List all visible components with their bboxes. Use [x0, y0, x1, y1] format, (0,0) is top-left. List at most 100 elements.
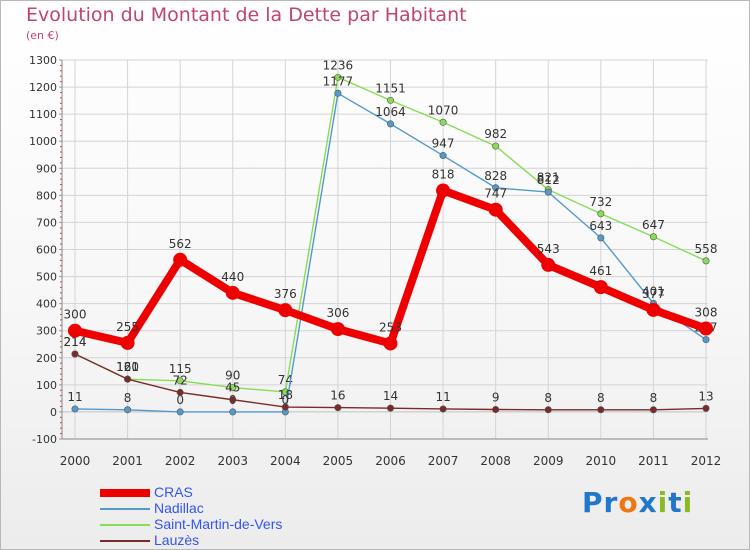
legend-swatch-lauzes	[100, 540, 150, 542]
data-point-saint-martin-de-vers	[702, 257, 710, 265]
data-point-cras	[488, 202, 503, 217]
data-point-saint-martin-de-vers	[597, 210, 605, 218]
data-label-nadillac: 643	[589, 219, 612, 233]
data-point-nadillac	[439, 152, 447, 160]
data-point-nadillac	[71, 405, 79, 413]
data-point-lauzes	[229, 396, 237, 404]
data-point-nadillac	[544, 188, 552, 196]
x-tick-label: 2004	[270, 454, 301, 468]
x-tick-label: 2007	[428, 454, 459, 468]
data-point-saint-martin-de-vers	[439, 118, 447, 126]
data-point-cras	[593, 280, 608, 295]
data-label-saint-martin-de-vers: 214	[64, 335, 87, 349]
y-tick-label: 0	[50, 406, 57, 419]
legend-label-cras: CRAS	[154, 484, 193, 500]
data-point-saint-martin-de-vers	[492, 142, 500, 150]
data-label-cras: 300	[64, 308, 87, 322]
y-tick-label: 900	[36, 162, 57, 175]
data-label-saint-martin-de-vers: 1151	[375, 81, 406, 95]
data-point-nadillac	[124, 406, 132, 414]
x-tick-label: 2001	[112, 454, 143, 468]
data-label-lauzes: 72	[173, 373, 188, 387]
data-label-saint-martin-de-vers: 821	[537, 171, 560, 185]
data-point-saint-martin-de-vers	[334, 73, 342, 81]
data-label-cras: 562	[169, 237, 192, 251]
data-label-nadillac: 0	[176, 393, 184, 407]
data-point-lauzes	[124, 375, 132, 383]
data-point-cras	[278, 303, 293, 318]
data-label-cras: 543	[537, 242, 560, 256]
y-tick-label: 1200	[29, 81, 57, 94]
data-point-nadillac	[229, 408, 237, 416]
x-tick-label: 2011	[638, 454, 669, 468]
x-tick-label: 2006	[375, 454, 406, 468]
data-label-nadillac: 401	[642, 284, 665, 298]
data-label-lauzes: 14	[383, 389, 398, 403]
data-label-saint-martin-de-vers: 1236	[323, 58, 354, 72]
data-point-nadillac	[597, 234, 605, 242]
y-tick-label: 1300	[29, 54, 57, 67]
data-label-nadillac: 1177	[323, 74, 354, 88]
data-label-lauzes: 160	[116, 360, 139, 374]
data-point-lauzes	[176, 388, 184, 396]
data-label-saint-martin-de-vers: 558	[695, 242, 718, 256]
data-label-saint-martin-de-vers: 1070	[428, 103, 459, 117]
data-point-nadillac	[176, 408, 184, 416]
data-point-nadillac	[702, 336, 710, 344]
x-tick-label: 2000	[60, 454, 91, 468]
x-tick-label: 2012	[691, 454, 722, 468]
logo-letter: i	[682, 486, 694, 519]
data-point-cras	[436, 183, 451, 198]
data-point-cras	[646, 302, 661, 317]
data-label-cras: 747	[484, 187, 507, 201]
data-label-cras: 308	[695, 306, 718, 320]
data-point-lauzes	[334, 404, 342, 412]
y-tick-label: 800	[36, 189, 57, 202]
data-point-cras	[225, 285, 240, 300]
y-tick-label: 600	[36, 244, 57, 257]
logo-letter: P	[582, 486, 604, 519]
logo-letter: t	[668, 486, 683, 519]
x-tick-label: 2009	[533, 454, 564, 468]
data-label-saint-martin-de-vers: 982	[484, 127, 507, 141]
logo-letter: x	[638, 486, 658, 519]
data-label-nadillac: 1064	[375, 105, 406, 119]
legend-label-lauzes: Lauzès	[154, 532, 200, 548]
y-tick-label: 700	[36, 216, 57, 229]
proxiti-logo: Proxiti	[582, 486, 693, 519]
data-point-saint-martin-de-vers	[176, 377, 184, 385]
data-point-lauzes	[71, 350, 79, 358]
logo-letter: r	[603, 486, 619, 519]
y-tick-label: 1000	[29, 135, 57, 148]
legend-swatch-cras	[100, 489, 150, 497]
data-label-nadillac: 8	[124, 391, 132, 405]
data-label-lauzes: 214	[64, 335, 87, 349]
x-tick-label: 2008	[480, 454, 511, 468]
data-label-cras: 440	[221, 270, 244, 284]
y-tick-label: 300	[36, 325, 57, 338]
y-tick-label: 100	[36, 379, 57, 392]
data-point-saint-martin-de-vers	[386, 96, 394, 104]
data-point-cras	[68, 323, 82, 338]
x-tick-label: 2003	[217, 454, 248, 468]
data-point-lauzes	[702, 404, 710, 412]
data-point-cras	[120, 335, 135, 350]
data-point-nadillac	[386, 120, 394, 128]
data-point-cras	[173, 252, 188, 267]
data-point-lauzes	[544, 406, 552, 414]
data-point-cras	[383, 336, 398, 351]
data-label-saint-martin-de-vers: 121	[116, 360, 139, 374]
legend-swatch-saint-martin-de-vers	[100, 524, 150, 526]
data-label-saint-martin-de-vers: 732	[589, 195, 612, 209]
data-label-cras: 376	[274, 287, 297, 301]
data-point-lauzes	[281, 403, 289, 411]
data-point-lauzes	[386, 404, 394, 412]
legend-label-saint-martin-de-vers: Saint-Martin-de-Vers	[154, 516, 283, 532]
chart-subtitle: (en €)	[26, 29, 59, 42]
y-tick-label: 400	[36, 298, 57, 311]
data-point-saint-martin-de-vers	[229, 384, 237, 392]
data-label-nadillac: 0	[282, 393, 290, 407]
data-label-nadillac: 828	[484, 169, 507, 183]
x-tick-label: 2010	[586, 454, 617, 468]
